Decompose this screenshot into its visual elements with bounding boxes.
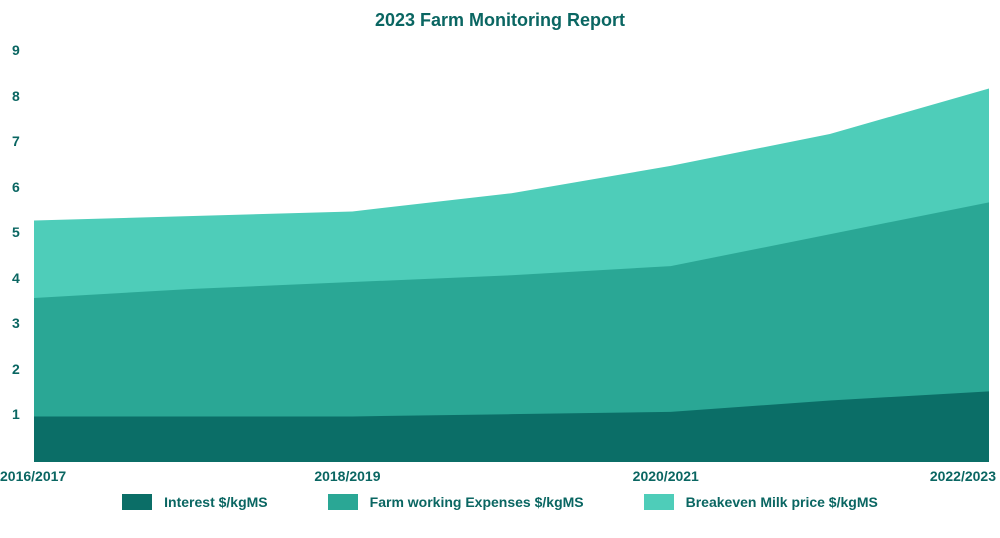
legend-item: Interest $/kgMS [122, 494, 267, 510]
x-tick-label: 2018/2019 [314, 468, 380, 484]
y-tick-label: 8 [12, 88, 20, 104]
area-svg [34, 52, 989, 462]
legend-swatch [122, 494, 152, 510]
y-tick-label: 2 [12, 361, 20, 377]
legend-swatch [644, 494, 674, 510]
y-tick-label: 7 [12, 133, 20, 149]
y-tick-label: 6 [12, 179, 20, 195]
legend-label: Interest $/kgMS [164, 494, 267, 510]
legend-item: Breakeven Milk price $/kgMS [644, 494, 878, 510]
y-tick-label: 4 [12, 270, 20, 286]
x-tick-label: 2022/2023 [930, 468, 996, 484]
x-tick-label: 2020/2021 [633, 468, 699, 484]
y-tick-label: 9 [12, 42, 20, 58]
legend-item: Farm working Expenses $/kgMS [328, 494, 584, 510]
legend: Interest $/kgMS Farm working Expenses $/k… [0, 494, 1000, 510]
farm-monitoring-chart: 2023 Farm Monitoring Report 1 2 3 4 5 6 7 8 9 20… [0, 0, 1000, 538]
chart-title: 2023 Farm Monitoring Report [0, 10, 1000, 31]
x-tick-label: 2016/2017 [0, 468, 66, 484]
y-tick-label: 1 [12, 406, 20, 422]
y-tick-label: 3 [12, 315, 20, 331]
plot-area [34, 52, 989, 462]
legend-label: Breakeven Milk price $/kgMS [686, 494, 878, 510]
legend-swatch [328, 494, 358, 510]
y-tick-label: 5 [12, 224, 20, 240]
legend-label: Farm working Expenses $/kgMS [370, 494, 584, 510]
